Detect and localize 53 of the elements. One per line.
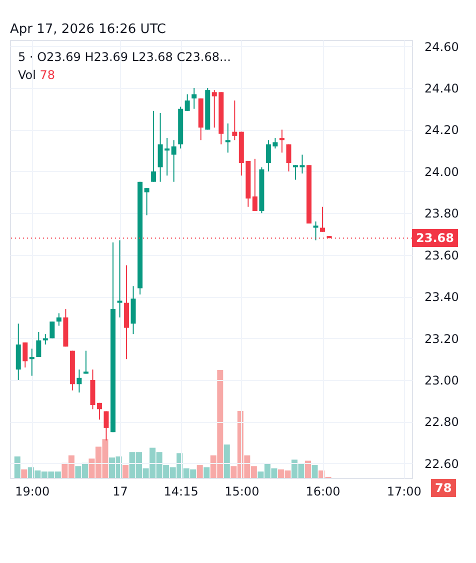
candlestick bbox=[184, 94, 190, 112]
bar bbox=[122, 465, 129, 478]
candlestick bbox=[56, 312, 62, 326]
candlestick bbox=[144, 188, 150, 216]
candlestick bbox=[151, 110, 156, 182]
x-tick-label: 15:00 bbox=[224, 484, 260, 498]
candlestick bbox=[192, 87, 197, 110]
candlestick bbox=[42, 334, 48, 346]
bar bbox=[204, 467, 210, 478]
candlestick bbox=[117, 240, 122, 318]
annotation: 78 bbox=[38, 68, 56, 82]
text: Apr 17, 2026 16:26 UTC bbox=[10, 22, 166, 37]
bar bbox=[312, 465, 318, 478]
text: 78 bbox=[431, 479, 456, 497]
candlestick bbox=[50, 321, 55, 339]
y-tick-label: 23.60 bbox=[424, 248, 459, 262]
y-tick-label: 23.80 bbox=[424, 206, 459, 221]
y-tick-label: 24.00 bbox=[424, 164, 459, 179]
candlestick bbox=[36, 332, 42, 358]
candlestick bbox=[252, 158, 258, 212]
bar bbox=[196, 465, 203, 478]
x-tick-label: 14:15 bbox=[164, 484, 198, 498]
x-tick-label: 17 bbox=[112, 484, 128, 498]
candlestick bbox=[29, 348, 34, 376]
candlestick bbox=[171, 140, 176, 182]
candlestick bbox=[232, 100, 238, 141]
candlestick bbox=[286, 144, 292, 172]
x-tick-label: 16:00 bbox=[306, 484, 340, 498]
y-tick-label: 24.60 bbox=[424, 40, 459, 54]
candlestick bbox=[225, 122, 230, 154]
y-tick-label: 23.40 bbox=[424, 290, 459, 304]
x-tick-label: 17:00 bbox=[386, 484, 422, 498]
x-tick-label: 19:00 bbox=[15, 484, 50, 498]
y-tick-label: 23.20 bbox=[424, 332, 459, 346]
bar bbox=[14, 456, 20, 478]
bar bbox=[224, 444, 230, 478]
chart-title: Vol bbox=[18, 68, 36, 82]
price-tag: 23.68 bbox=[412, 229, 458, 248]
y-tick-label: 23.00 bbox=[424, 373, 459, 388]
bar bbox=[305, 460, 311, 478]
y-tick-label: 22.60 bbox=[424, 456, 459, 471]
y-tick-label: 24.40 bbox=[424, 81, 459, 96]
candlestick bbox=[96, 402, 102, 420]
text: 5 · O23.69 H23.69 L23.68 C23.68... bbox=[18, 50, 231, 64]
candlestick bbox=[83, 350, 88, 374]
candlestick bbox=[279, 129, 284, 154]
y-tick-label: 22.80 bbox=[424, 415, 459, 430]
candlestick bbox=[76, 369, 82, 393]
y-tick-label: 24.20 bbox=[424, 123, 459, 138]
candlestick bbox=[22, 342, 28, 368]
bar bbox=[21, 469, 28, 478]
candlestick bbox=[313, 220, 318, 241]
candlestick bbox=[320, 206, 326, 232]
